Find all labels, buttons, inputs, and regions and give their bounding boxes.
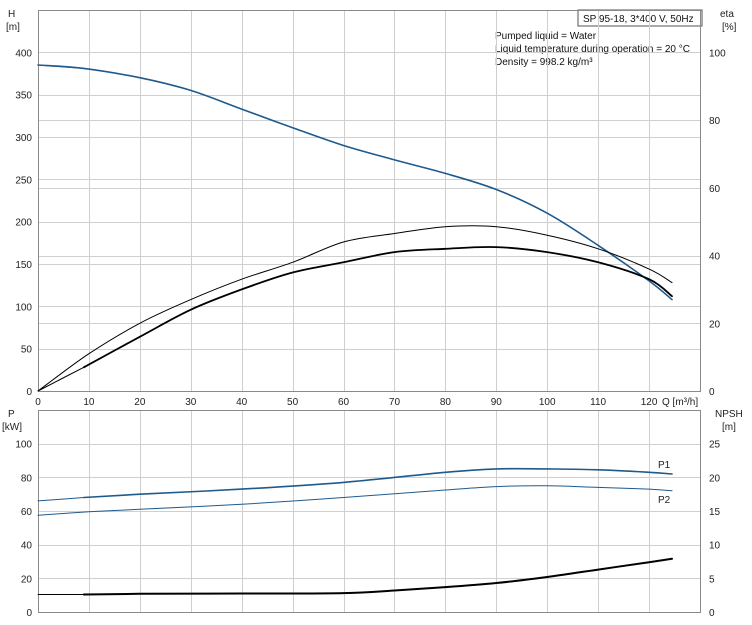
info-line-density: Density = 998.2 kg/m³ (495, 57, 593, 68)
x-tick-label: 60 (338, 397, 350, 408)
bottom-panel: 0 20 40 60 80 100 0 5 10 15 20 25 P1 P2 (15, 410, 721, 619)
x-tick-label: 100 (539, 397, 556, 408)
bottom-right-axis-unit: [m] (722, 422, 736, 433)
bottom-right-axis-title: NPSH (715, 409, 743, 420)
y-right-tick-label: 5 (709, 574, 715, 585)
x-tick-label: 0 (35, 397, 41, 408)
y-left-tick-label: 60 (21, 507, 33, 518)
top-right-axis-title: eta (720, 9, 734, 20)
chart-panels: 0 10 20 30 40 50 60 70 80 90 100 110 120050100150200… (15, 10, 726, 619)
x-axis-label: Q [m³/h] (662, 397, 698, 408)
top-left-axis-unit: [m] (6, 22, 20, 33)
y-left-tick-label: 100 (15, 302, 32, 313)
x-tick-label: 80 (440, 397, 452, 408)
y-right-tick-label: 0 (709, 387, 715, 398)
y-right-tick-label: 100 (709, 48, 726, 59)
y-right-tick-label: 60 (709, 184, 721, 195)
series-label-p2: P2 (658, 495, 671, 506)
y-left-tick-label: 250 (15, 175, 32, 186)
y-left-tick-label: 100 (15, 440, 32, 451)
series-line-p2 (37, 485, 673, 516)
y-left-tick-label: 150 (15, 260, 32, 271)
info-line-liquid: Pumped liquid = Water (495, 31, 597, 42)
y-left-tick-label: 50 (21, 345, 33, 356)
y-left-tick-label: 80 (21, 473, 33, 484)
series-line-0 (37, 64, 673, 301)
series-line-1 (37, 64, 85, 69)
y-right-tick-label: 15 (709, 507, 721, 518)
top-left-axis-title: H (8, 9, 15, 20)
y-right-tick-label: 40 (709, 252, 721, 263)
y-right-tick-label: 0 (709, 608, 715, 619)
y-left-tick-label: 300 (15, 133, 32, 144)
x-tick-label: 120 (641, 397, 658, 408)
y-left-tick-label: 400 (15, 48, 32, 59)
title-box-text: SP 95-18, 3*400 V, 50Hz (583, 14, 694, 25)
y-left-tick-label: 20 (21, 574, 33, 585)
plot-frame (38, 10, 701, 392)
plot-frame (38, 410, 701, 613)
y-left-tick-label: 0 (26, 608, 32, 619)
x-tick-label: 70 (389, 397, 401, 408)
y-right-tick-label: 20 (709, 473, 721, 484)
x-tick-label: 10 (83, 397, 95, 408)
y-left-tick-label: 350 (15, 91, 32, 102)
y-right-tick-label: 10 (709, 541, 721, 552)
bottom-left-axis-unit: [kW] (2, 422, 22, 433)
info-line-temperature: Liquid temperature during operation = 20… (495, 44, 690, 55)
y-right-tick-label: 25 (709, 440, 721, 451)
series-line-3 (82, 557, 673, 596)
x-tick-label: 50 (287, 397, 299, 408)
series-line-2 (37, 225, 673, 392)
x-tick-label: 40 (236, 397, 248, 408)
x-tick-label: 110 (590, 397, 606, 408)
series-line-4 (37, 366, 85, 392)
x-tick-label: 90 (491, 397, 503, 408)
top-panel: 0 10 20 30 40 50 60 70 80 90 100 110 120050100150200… (15, 10, 726, 408)
y-left-tick-label: 40 (21, 541, 33, 552)
y-right-tick-label: 80 (709, 116, 721, 127)
bottom-left-axis-title: P (8, 409, 15, 420)
y-right-tick-label: 20 (709, 319, 721, 330)
y-left-tick-label: 0 (26, 387, 32, 398)
top-right-axis-unit: [%] (722, 22, 737, 33)
series-line-3 (82, 246, 673, 369)
series-label-p1: P1 (658, 460, 671, 471)
x-tick-label: 30 (185, 397, 197, 408)
series-line-p1 (83, 467, 673, 499)
x-tick-label: 20 (134, 397, 146, 408)
y-left-tick-label: 200 (15, 218, 32, 229)
series-line-1 (37, 497, 85, 502)
